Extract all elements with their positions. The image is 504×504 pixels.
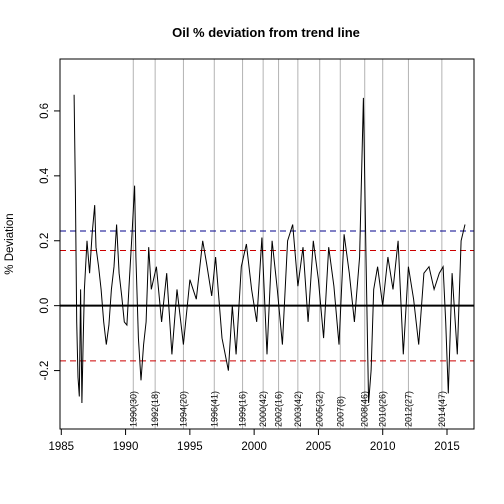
- marker-label-4: 1999(16): [238, 391, 248, 427]
- plot-frame: [59, 58, 475, 430]
- vertical-marker-labels: 1990(30) 1992(18) 1994(20) 1996(41) 1999(16)…: [128, 391, 447, 427]
- x-tick-label-3: 2000: [241, 441, 267, 453]
- vertical-marker-lines: [132, 59, 443, 429]
- y-tick-label-2: 0.2: [39, 233, 51, 249]
- y-tick-label-0: -0.2: [39, 361, 51, 381]
- marker-label-8: 2005(32): [315, 391, 325, 427]
- marker-label-11: 2010(26): [378, 391, 388, 427]
- marker-label-3: 1996(41): [209, 391, 219, 427]
- y-tick-label-3: 0.4: [39, 167, 51, 184]
- y-tick-label-4: 0.6: [39, 103, 51, 119]
- marker-label-7: 2003(42): [293, 391, 303, 427]
- marker-label-12: 2012(27): [403, 391, 413, 427]
- y-tick-label-1: 0.0: [39, 298, 51, 314]
- marker-label-6: 2002(16): [274, 391, 284, 427]
- x-tick-label-5: 2010: [370, 441, 396, 453]
- x-tick-label-1: 1990: [113, 441, 139, 453]
- x-tick-label-4: 2005: [306, 441, 332, 453]
- threshold-lines: [60, 230, 474, 362]
- x-tick-label-0: 1985: [48, 441, 74, 453]
- series-layer: [73, 94, 466, 404]
- marker-label-10: 2008(46): [360, 391, 370, 427]
- marker-label-13: 2014(47): [437, 391, 447, 427]
- series-line-0: [73, 94, 466, 404]
- marker-label-5: 2000(42): [258, 391, 268, 427]
- y-axis: -0.2 0.0 0.2 0.4 0.6: [39, 103, 61, 381]
- y-axis-label: % Deviation: [4, 213, 16, 274]
- marker-label-2: 1994(20): [178, 391, 188, 427]
- marker-label-1: 1992(18): [150, 391, 160, 427]
- x-tick-label-6: 2015: [434, 441, 460, 453]
- x-axis: 1985 1990 1995 2000 2005 2010 2015: [48, 428, 460, 453]
- marker-label-9: 2007(8): [335, 396, 345, 427]
- x-tick-label-2: 1995: [177, 441, 203, 453]
- chart-title: Oil % deviation from trend line: [172, 25, 360, 40]
- marker-label-0: 1990(30): [128, 391, 138, 427]
